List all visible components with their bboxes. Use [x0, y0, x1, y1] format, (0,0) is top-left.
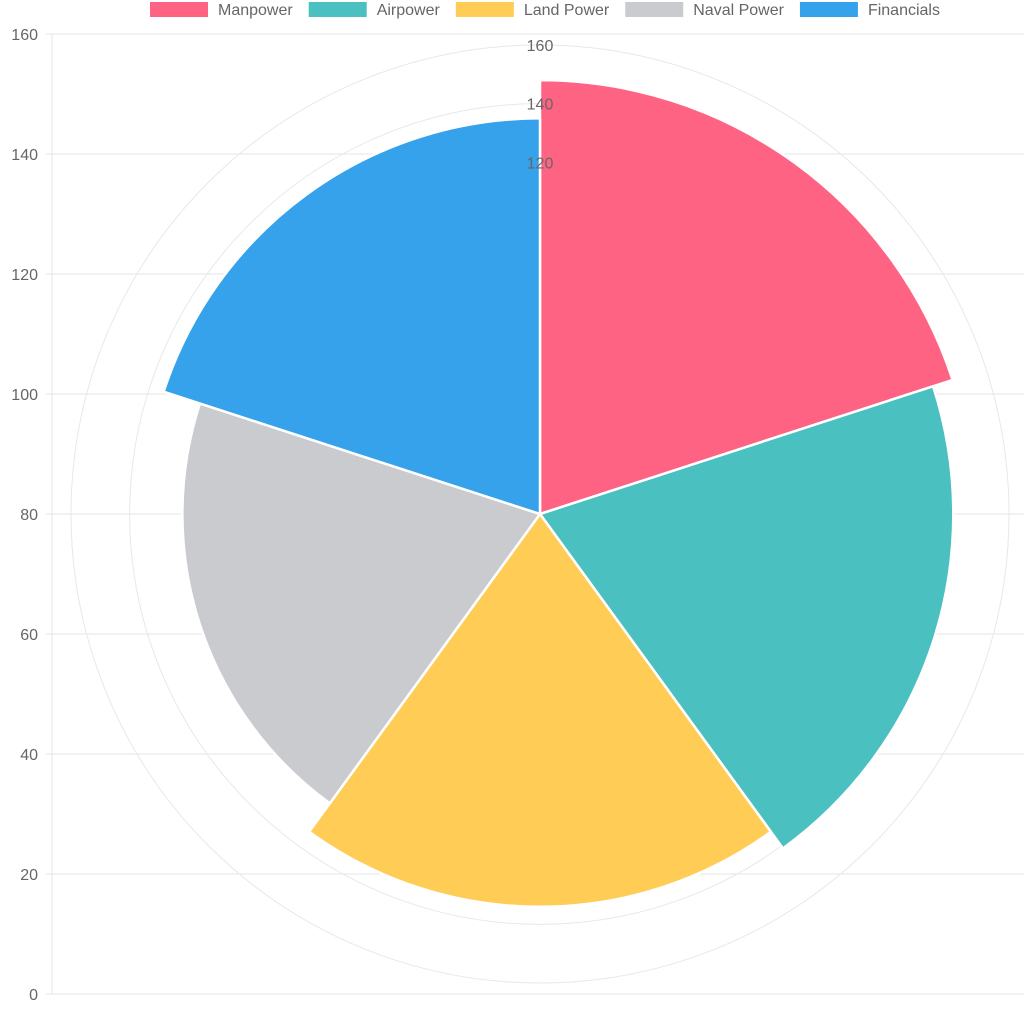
y-tick-label: 100	[11, 387, 38, 404]
legend-label: Naval Power	[693, 2, 784, 19]
legend-label: Airpower	[377, 2, 441, 19]
segment-naval-power[interactable]	[181, 402, 542, 805]
y-tick-label: 120	[11, 267, 38, 284]
legend-swatch	[625, 2, 684, 17]
y-axis-tick-labels: 0 20 40 60 80 100 120 140 160	[11, 27, 38, 1004]
legend-item-financials[interactable]: Financials	[799, 2, 940, 19]
legend-item-manpower[interactable]: Manpower	[150, 2, 293, 19]
legend-swatch	[308, 2, 367, 17]
segment-manpower[interactable]	[538, 78, 954, 516]
legend-swatch	[455, 2, 514, 17]
y-tick-label: 60	[20, 627, 38, 644]
radial-ring	[70, 44, 1010, 984]
radial-tick-labels: 120 140 160	[527, 38, 554, 172]
segment-land-power[interactable]	[307, 512, 773, 909]
segment-airpower[interactable]	[538, 385, 955, 850]
y-tick-label: 140	[11, 147, 38, 164]
y-tick-label: 80	[20, 507, 38, 524]
legend-swatch	[150, 2, 208, 17]
y-tick-label: 0	[29, 987, 38, 1004]
y-tick-label: 20	[20, 867, 38, 884]
segment-financials[interactable]	[162, 117, 542, 516]
legend-label: Manpower	[218, 2, 293, 19]
y-tick-label: 160	[11, 27, 38, 44]
legend-label: Financials	[868, 2, 940, 19]
radial-tick-label: 160	[527, 38, 554, 55]
legend-item-land-power[interactable]: Land Power	[455, 2, 610, 19]
polar-segments	[162, 78, 955, 909]
legend-item-airpower[interactable]: Airpower	[308, 2, 441, 19]
legend: Manpower Airpower Land Power Naval Power Fin…	[150, 2, 940, 19]
radial-tick-label: 120	[527, 155, 554, 172]
y-tick-label: 40	[20, 747, 38, 764]
radial-tick-label: 140	[527, 97, 554, 114]
legend-label: Land Power	[524, 2, 610, 19]
legend-item-naval-power[interactable]: Naval Power	[625, 2, 785, 19]
legend-swatch	[799, 2, 858, 17]
